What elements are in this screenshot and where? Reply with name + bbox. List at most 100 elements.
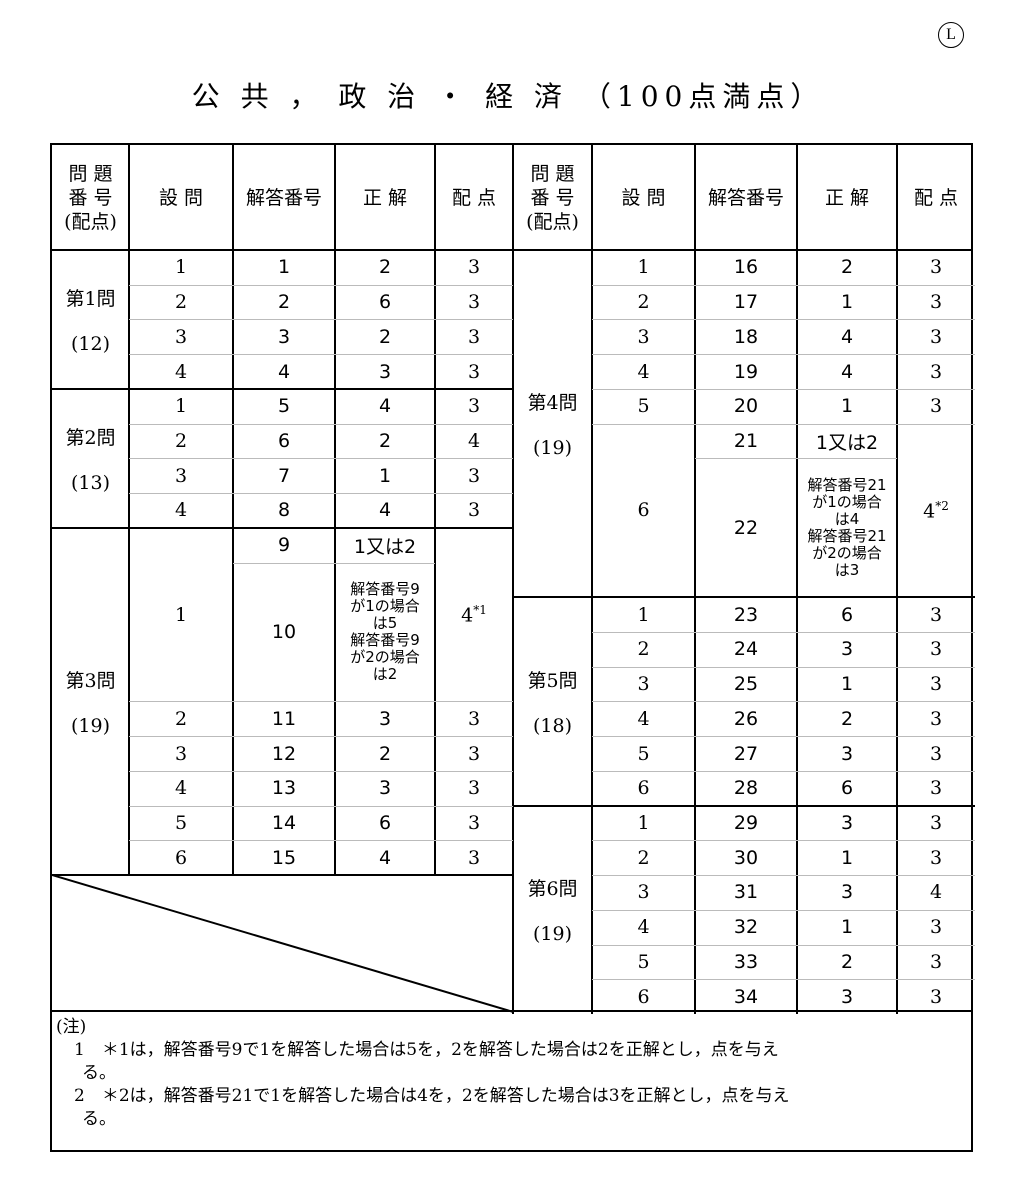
points-number: 3 <box>929 777 943 800</box>
question-number: 3 <box>637 881 650 904</box>
points-number: 3 <box>467 742 481 765</box>
row-divider <box>897 979 975 981</box>
condition-line: 解答番号9 <box>350 631 420 650</box>
points-number: 3 <box>929 673 943 696</box>
question-number: 4 <box>174 777 188 800</box>
row-divider <box>695 736 897 738</box>
group-points: (19) <box>532 923 572 946</box>
correct-answer-conditional: 解答番号9 が1の場合 は5 解答番号9 が2の場合 は2 <box>335 563 435 702</box>
answer-number: 21 <box>733 430 759 452</box>
row-divider <box>695 666 897 668</box>
condition-line: 解答番号9 <box>350 580 420 599</box>
correct-answer: 1 <box>840 673 854 696</box>
question-number: 3 <box>174 325 188 348</box>
answer-number: 7 <box>277 464 291 487</box>
correct-answer: 2 <box>840 256 854 279</box>
question-number: 5 <box>637 395 650 418</box>
row-divider <box>129 319 233 321</box>
points-number: 3 <box>467 395 481 418</box>
correct-answer: 3 <box>840 985 854 1008</box>
diagonal-line <box>52 875 513 1013</box>
answer-number: 23 <box>733 603 759 626</box>
condition-line: は3 <box>834 560 860 579</box>
condition-line: 解答番号21 <box>807 475 887 494</box>
header-group-line: (配点) <box>64 210 117 233</box>
correct-answer: 3 <box>840 742 854 765</box>
condition-line: は4 <box>834 509 860 528</box>
question-number: 4 <box>637 916 650 939</box>
points-cell: 3 <box>897 319 975 354</box>
group-points: (19) <box>70 714 110 737</box>
answer-number: 22 <box>733 516 759 539</box>
answer-number: 34 <box>733 985 759 1008</box>
correct-answer: 2 <box>378 325 392 348</box>
points-value: 3 <box>930 256 942 278</box>
row-divider <box>897 388 975 390</box>
points-number: 3 <box>929 360 943 383</box>
row-divider <box>435 354 513 356</box>
points-note: *2 <box>935 498 949 513</box>
points-number: 3 <box>929 742 943 765</box>
answer-number: 26 <box>733 707 759 730</box>
points-cell: 3 <box>435 840 513 875</box>
condition-line: 解答番号21 <box>807 526 887 545</box>
answer-number: 5 <box>277 395 291 418</box>
question-number: 1 <box>637 256 650 279</box>
points-value: 3 <box>930 291 942 313</box>
points-number: 3 <box>467 846 481 869</box>
points-number: 3 <box>929 638 943 661</box>
column-divider <box>434 145 436 876</box>
row-divider <box>695 770 897 772</box>
header-question: 設 問 <box>158 186 204 209</box>
row-divider <box>695 388 897 390</box>
row-divider <box>435 701 513 703</box>
notes-heading: (注) <box>56 1017 87 1037</box>
answer-number: 28 <box>733 777 759 800</box>
points-number: 3 <box>929 707 943 730</box>
row-divider <box>695 632 897 634</box>
points-cell: 4 <box>897 875 975 910</box>
header-group-line: 番 号 <box>68 186 113 209</box>
question-group-label: 第4問 (19) <box>513 250 592 597</box>
points-number: 4 <box>467 430 481 452</box>
question-number: 3 <box>174 742 188 765</box>
points-value: 3 <box>468 743 480 765</box>
row-divider <box>897 840 975 842</box>
group-title: 第3問 <box>65 669 116 692</box>
points-number: 4 <box>929 881 943 904</box>
header-correct: 正 解 <box>362 186 408 209</box>
answer-number: 4 <box>277 360 291 383</box>
condition-line: が2の場合 <box>812 543 882 562</box>
column-divider <box>334 145 336 876</box>
row-divider <box>897 284 975 286</box>
points-value: 3 <box>930 847 942 869</box>
question-number: 2 <box>637 638 650 661</box>
answer-number: 15 <box>271 846 297 869</box>
question-group-label: 第1問 (12) <box>52 250 129 389</box>
answer-table: 問 題番 号 (配点) 設 問解答番号正 解配 点問 題番 号 (配点) 設 問解答番号… <box>50 143 975 1014</box>
empty-diagonal-cell <box>52 875 513 1013</box>
correct-answer: 6 <box>840 777 854 800</box>
question-number: 1 <box>174 603 188 626</box>
points-cell: 3 <box>435 319 513 354</box>
row-divider <box>695 944 897 946</box>
points-value: 3 <box>930 604 942 626</box>
points-cell: 3 <box>435 285 513 320</box>
correct-answer: 2 <box>840 707 854 730</box>
answer-number: 10 <box>271 621 297 644</box>
points-number: 3 <box>929 846 943 869</box>
correct-answer: 4 <box>378 395 392 418</box>
answer-number: 18 <box>733 325 759 348</box>
question-number: 3 <box>637 673 650 696</box>
points-value: 3 <box>468 812 480 834</box>
note-1-cont: る。 <box>82 1063 116 1083</box>
row-divider <box>695 458 897 460</box>
points-number: 3 <box>467 256 481 279</box>
row-divider <box>695 701 897 703</box>
row-divider <box>435 493 513 495</box>
header-group: 問 題番 号 (配点) <box>52 145 129 250</box>
points-cell: 3 <box>435 354 513 389</box>
row-divider <box>233 701 435 703</box>
points-cell: 3 <box>897 250 975 285</box>
row-divider <box>695 840 897 842</box>
